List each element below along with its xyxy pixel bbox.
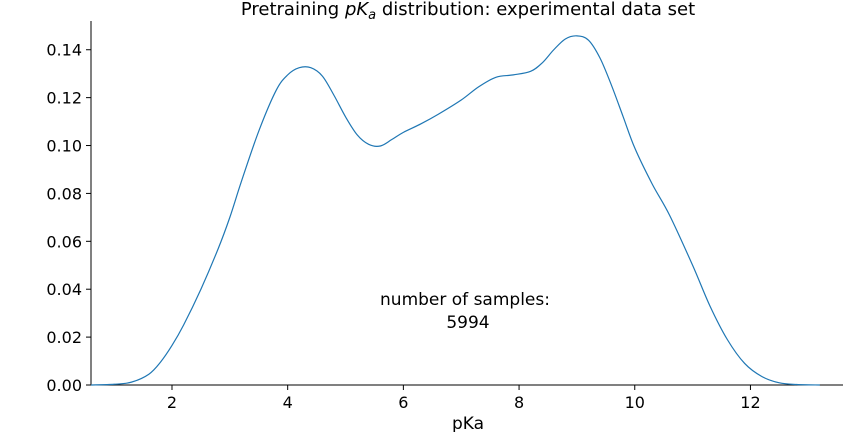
chart-title: Pretraining pKa distribution: experiment… [241, 0, 695, 23]
y-tick-label: 0.00 [46, 376, 82, 395]
x-tick-label: 2 [167, 393, 177, 412]
y-tick-label: 0.12 [46, 89, 82, 108]
x-tick-label: 12 [740, 393, 760, 412]
x-tick-label: 4 [283, 393, 293, 412]
x-ticks: 2 4 6 8 10 12 [167, 385, 761, 412]
annotation-sample-count: 5994 [446, 313, 489, 333]
y-tick-label: 0.06 [46, 232, 82, 251]
chart-title-math-sub: a [368, 8, 376, 23]
x-axis-label: pKa [452, 414, 484, 432]
x-tick-label: 10 [625, 393, 645, 412]
x-tick-label: 8 [514, 393, 524, 412]
chart-title-prefix: Pretraining [241, 0, 345, 20]
y-ticks: 0.00 0.02 0.04 0.06 0.08 0.10 0.12 0.14 [46, 41, 91, 395]
y-tick-label: 0.10 [46, 137, 82, 156]
y-tick-label: 0.02 [46, 328, 82, 347]
y-tick-label: 0.04 [46, 280, 82, 299]
annotation-sample-label: number of samples: [380, 290, 550, 310]
x-tick-label: 6 [398, 393, 408, 412]
y-tick-label: 0.14 [46, 41, 82, 60]
chart-title-math: pK [344, 0, 369, 20]
kde-density-line [90, 35, 820, 386]
y-tick-label: 0.08 [46, 184, 82, 203]
chart-title-suffix: distribution: experimental data set [376, 0, 695, 20]
